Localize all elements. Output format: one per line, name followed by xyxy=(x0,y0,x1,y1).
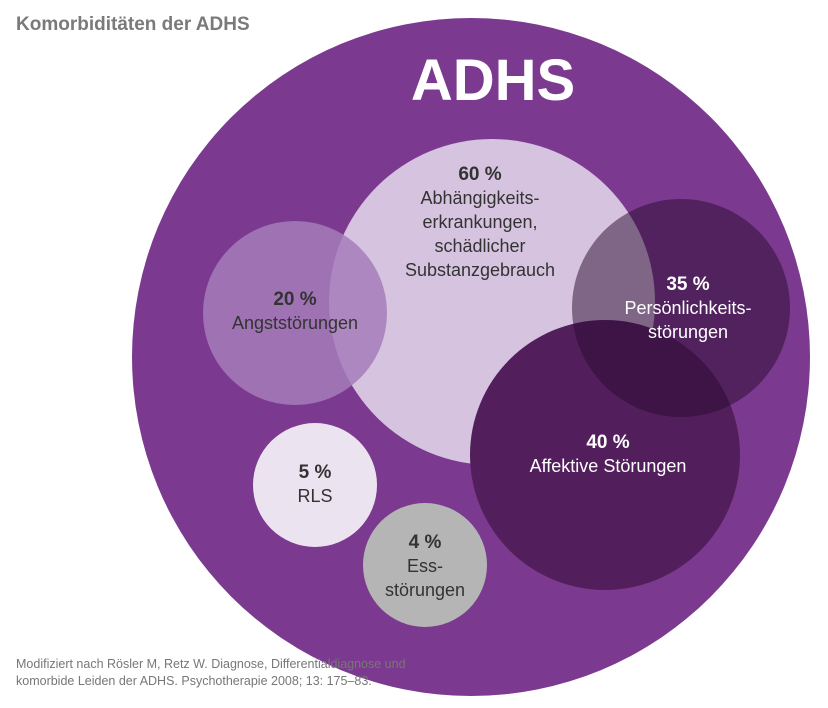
circle-rls xyxy=(253,423,377,547)
source-line: Modifiziert nach Rösler M, Retz W. Diagn… xyxy=(16,657,406,671)
adhs-label: ADHS xyxy=(411,48,575,113)
circle-ess xyxy=(363,503,487,627)
angst-label: Angststörungen xyxy=(232,313,358,333)
circle-persoenlichkeit xyxy=(572,199,790,417)
sucht-label: schädlicher xyxy=(434,236,525,256)
ess-percent: 4 % xyxy=(409,532,442,553)
ess-label: störungen xyxy=(385,580,465,600)
affektiv-percent: 40 % xyxy=(586,432,629,453)
angst-percent: 20 % xyxy=(273,289,316,310)
source-line: komorbide Leiden der ADHS. Psychotherapi… xyxy=(16,674,372,688)
rls-percent: 5 % xyxy=(299,462,332,483)
ess-label: Ess- xyxy=(407,556,443,576)
circle-angst xyxy=(203,221,387,405)
sucht-label: erkrankungen, xyxy=(422,212,537,232)
diagram-title: Komorbiditäten der ADHS xyxy=(16,14,250,35)
persoenlichkeit-label: störungen xyxy=(648,322,728,342)
source-note: Modifiziert nach Rösler M, Retz W. Diagn… xyxy=(16,656,406,690)
sucht-percent: 60 % xyxy=(458,164,501,185)
rls-label: RLS xyxy=(297,486,332,506)
sucht-label: Abhängigkeits- xyxy=(420,188,539,208)
persoenlichkeit-label: Persönlichkeits- xyxy=(624,298,751,318)
sucht-label: Substanzgebrauch xyxy=(405,260,555,280)
affektiv-label: Affektive Störungen xyxy=(530,456,687,476)
persoenlichkeit-percent: 35 % xyxy=(666,274,709,295)
